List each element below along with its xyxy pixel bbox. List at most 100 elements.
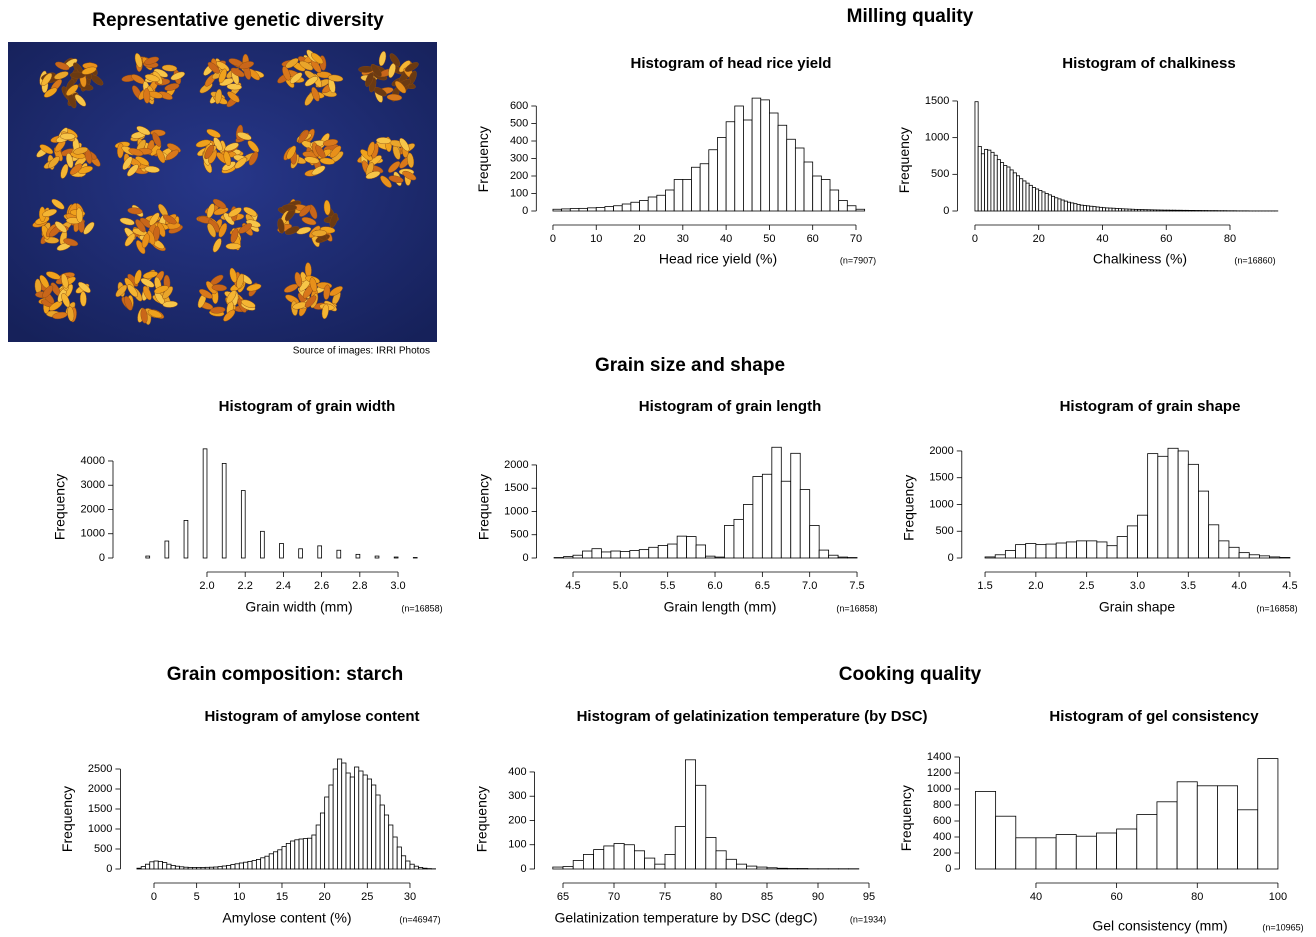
histogram-bar	[197, 867, 201, 869]
sample-size-note: (n=46947)	[399, 914, 440, 924]
histogram-bar	[414, 866, 418, 869]
histogram-bar	[1055, 198, 1058, 211]
histogram-bar	[995, 555, 1005, 558]
x-tick-label: 2.6	[314, 580, 329, 592]
y-tick-label: 4000	[81, 455, 105, 467]
histogram-bar	[1173, 210, 1176, 211]
histogram-bar	[295, 840, 299, 869]
x-axis-label: Grain width (mm)	[245, 599, 352, 615]
histogram-bar	[1259, 556, 1269, 558]
histogram-bar	[218, 867, 222, 869]
histogram-bar	[141, 867, 145, 869]
histogram-bar	[813, 176, 822, 211]
histogram-bar	[1160, 210, 1163, 211]
histogram-bar	[1056, 835, 1076, 869]
x-tick-label: 75	[659, 891, 671, 903]
histogram-bar	[1157, 210, 1160, 211]
histogram-bar	[145, 864, 149, 869]
histogram-bar	[648, 197, 657, 211]
y-axis-label: Frequency	[896, 127, 912, 193]
histogram-bar	[1137, 815, 1157, 869]
histogram-bar	[1067, 202, 1070, 211]
histogram-bar	[146, 556, 150, 558]
y-tick-label: 3000	[81, 479, 105, 491]
histogram-bar	[1185, 210, 1188, 211]
chart-title: Histogram of grain length	[639, 398, 822, 415]
histogram-bar	[308, 838, 312, 869]
histogram-bar	[734, 519, 743, 558]
y-tick-label: 300	[510, 152, 528, 164]
histogram-bar	[1077, 541, 1087, 558]
y-tick-label: 100	[508, 839, 526, 851]
histogram-bar	[657, 195, 666, 211]
histogram-bar	[205, 867, 209, 869]
histogram-bar	[1163, 210, 1166, 211]
histogram-bar	[325, 797, 329, 869]
histogram-bar	[700, 164, 709, 211]
histogram-bar	[743, 120, 752, 211]
x-tick-label: 30	[677, 233, 689, 245]
histogram-bar	[1189, 210, 1192, 211]
grain	[226, 243, 241, 249]
histogram-bar	[1128, 209, 1131, 211]
histogram-bar	[658, 545, 667, 558]
panel-title: Representative genetic diversity	[92, 10, 384, 31]
histogram-bar	[752, 98, 761, 211]
histogram-bar	[1102, 208, 1105, 211]
histogram-bar	[1032, 188, 1035, 211]
histogram-bar	[171, 865, 175, 869]
histogram-bar	[222, 866, 226, 869]
y-tick-label: 1000	[929, 498, 953, 510]
y-tick-label: 0	[522, 205, 528, 217]
histogram-bar	[630, 551, 639, 558]
histogram-bar	[645, 858, 655, 869]
histogram-bar	[1178, 451, 1188, 558]
figure: Representative genetic diversity Source …	[0, 0, 1316, 937]
x-tick-label: 15	[276, 891, 288, 903]
y-axis-label: Frequency	[475, 126, 491, 192]
histogram-bar	[975, 102, 978, 211]
x-axis-label: Grain length (mm)	[664, 599, 777, 615]
x-tick-label: 80	[710, 891, 722, 903]
histogram-bar	[150, 862, 154, 869]
histogram-bar	[553, 867, 563, 869]
histogram-bar	[1109, 208, 1112, 211]
histogram-bar	[406, 861, 410, 869]
y-tick-label: 0	[943, 205, 949, 217]
chart-title: Histogram of grain shape	[1060, 398, 1241, 415]
histogram-bar	[260, 531, 264, 558]
histogram-bar	[1239, 553, 1249, 558]
histogram-bar	[1122, 209, 1125, 211]
histogram-bar	[624, 845, 634, 869]
y-tick-label: 500	[510, 117, 528, 129]
histogram-bar	[1093, 207, 1096, 211]
histogram-bar	[753, 477, 762, 558]
histogram-bar	[1036, 189, 1039, 211]
histogram-bar	[668, 544, 677, 558]
histogram-bar	[1016, 838, 1036, 869]
histogram-bar	[1188, 464, 1198, 558]
y-tick-label: 400	[933, 831, 951, 843]
histogram-bar	[350, 777, 354, 869]
y-tick-label: 2000	[88, 783, 112, 795]
histogram-bar	[165, 541, 169, 558]
histogram-bar	[1061, 200, 1064, 211]
histogram-bar	[639, 550, 648, 558]
y-tick-label: 0	[106, 863, 112, 875]
histogram-bar	[1107, 546, 1117, 558]
y-axis-label: Frequency	[52, 474, 68, 540]
histogram-bar	[248, 861, 252, 869]
histogram-bar	[280, 543, 284, 558]
histogram-bar	[394, 557, 398, 558]
section-title: Milling quality	[847, 6, 974, 27]
histogram-bar	[991, 152, 994, 211]
x-tick-label: 2.8	[352, 580, 367, 592]
histogram-bar	[239, 863, 243, 869]
x-axis-label: Gelatinization temperature by DSC (degC)	[554, 910, 817, 926]
y-tick-label: 0	[948, 552, 954, 564]
histogram-bar	[1192, 210, 1195, 211]
histogram-bar	[579, 208, 588, 211]
x-tick-label: 25	[361, 891, 373, 903]
histogram-bar	[1249, 555, 1259, 558]
histogram-bar	[337, 550, 341, 558]
